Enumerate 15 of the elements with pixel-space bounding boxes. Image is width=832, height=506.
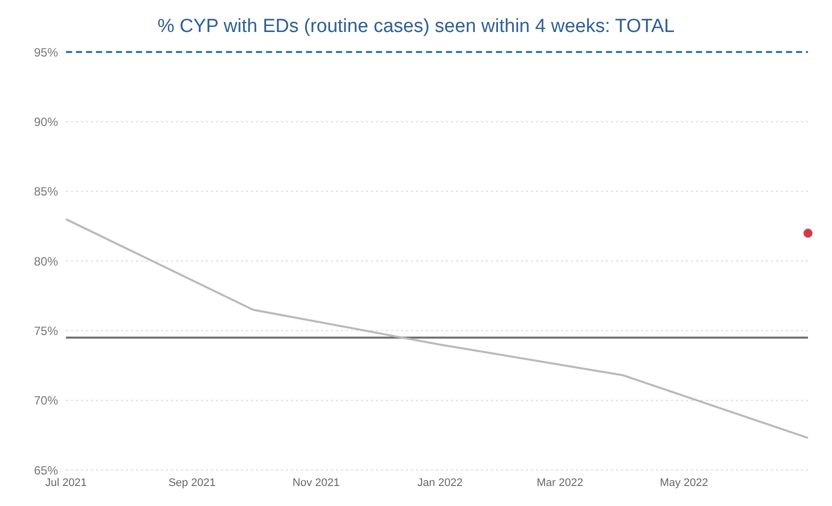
y-tick-label: 95% (34, 45, 58, 60)
y-tick-label: 65% (34, 463, 58, 478)
chart-title: % CYP with EDs (routine cases) seen within 4 weeks: TOTAL (156, 15, 676, 39)
y-tick-label: 75% (34, 324, 58, 338)
x-tick-label: Jul 2021 (45, 476, 87, 489)
y-tick-label: 70% (34, 394, 58, 408)
x-tick-label: May 2022 (660, 476, 708, 489)
line-series (65, 218, 809, 439)
y-tick-label: 85% (34, 184, 58, 199)
x-tick-label: Mar 2022 (536, 476, 584, 489)
x-tick-label: Sep 2021 (168, 476, 216, 489)
y-tick-label: 80% (34, 254, 58, 268)
x-tick-label: Jan 2022 (417, 476, 463, 489)
x-tick-label: Nov 2021 (292, 476, 340, 489)
y-tick-label: 90% (34, 114, 58, 129)
